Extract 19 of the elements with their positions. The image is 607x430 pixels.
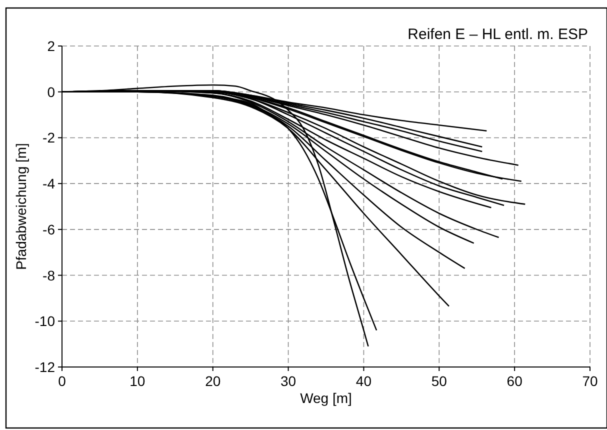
x-tick-label: 50 bbox=[431, 373, 448, 389]
y-axis-title: Pfadabweichung [m] bbox=[13, 143, 29, 270]
y-tick-label: 2 bbox=[47, 38, 56, 54]
x-tick-label: 30 bbox=[280, 373, 296, 389]
y-tick-label: -10 bbox=[34, 313, 56, 330]
x-tick-label: 10 bbox=[130, 373, 146, 389]
y-tick-label: -12 bbox=[34, 359, 56, 375]
y-tick-label: -8 bbox=[42, 267, 56, 284]
x-tick-label: 60 bbox=[506, 373, 523, 389]
y-tick-label: -4 bbox=[42, 176, 56, 192]
x-tick-label: 20 bbox=[205, 373, 221, 389]
y-tick-label: -2 bbox=[42, 130, 56, 146]
x-tick-label: 70 bbox=[582, 373, 598, 389]
x-tick-label: 40 bbox=[356, 373, 372, 389]
y-tick-label: 0 bbox=[47, 84, 56, 100]
x-axis-title: Weg [m] bbox=[300, 390, 352, 406]
chart-title: Reifen E – HL entl. m. ESP bbox=[408, 26, 588, 43]
x-tick-label: 0 bbox=[58, 373, 66, 389]
y-tick-label: -6 bbox=[42, 221, 56, 238]
